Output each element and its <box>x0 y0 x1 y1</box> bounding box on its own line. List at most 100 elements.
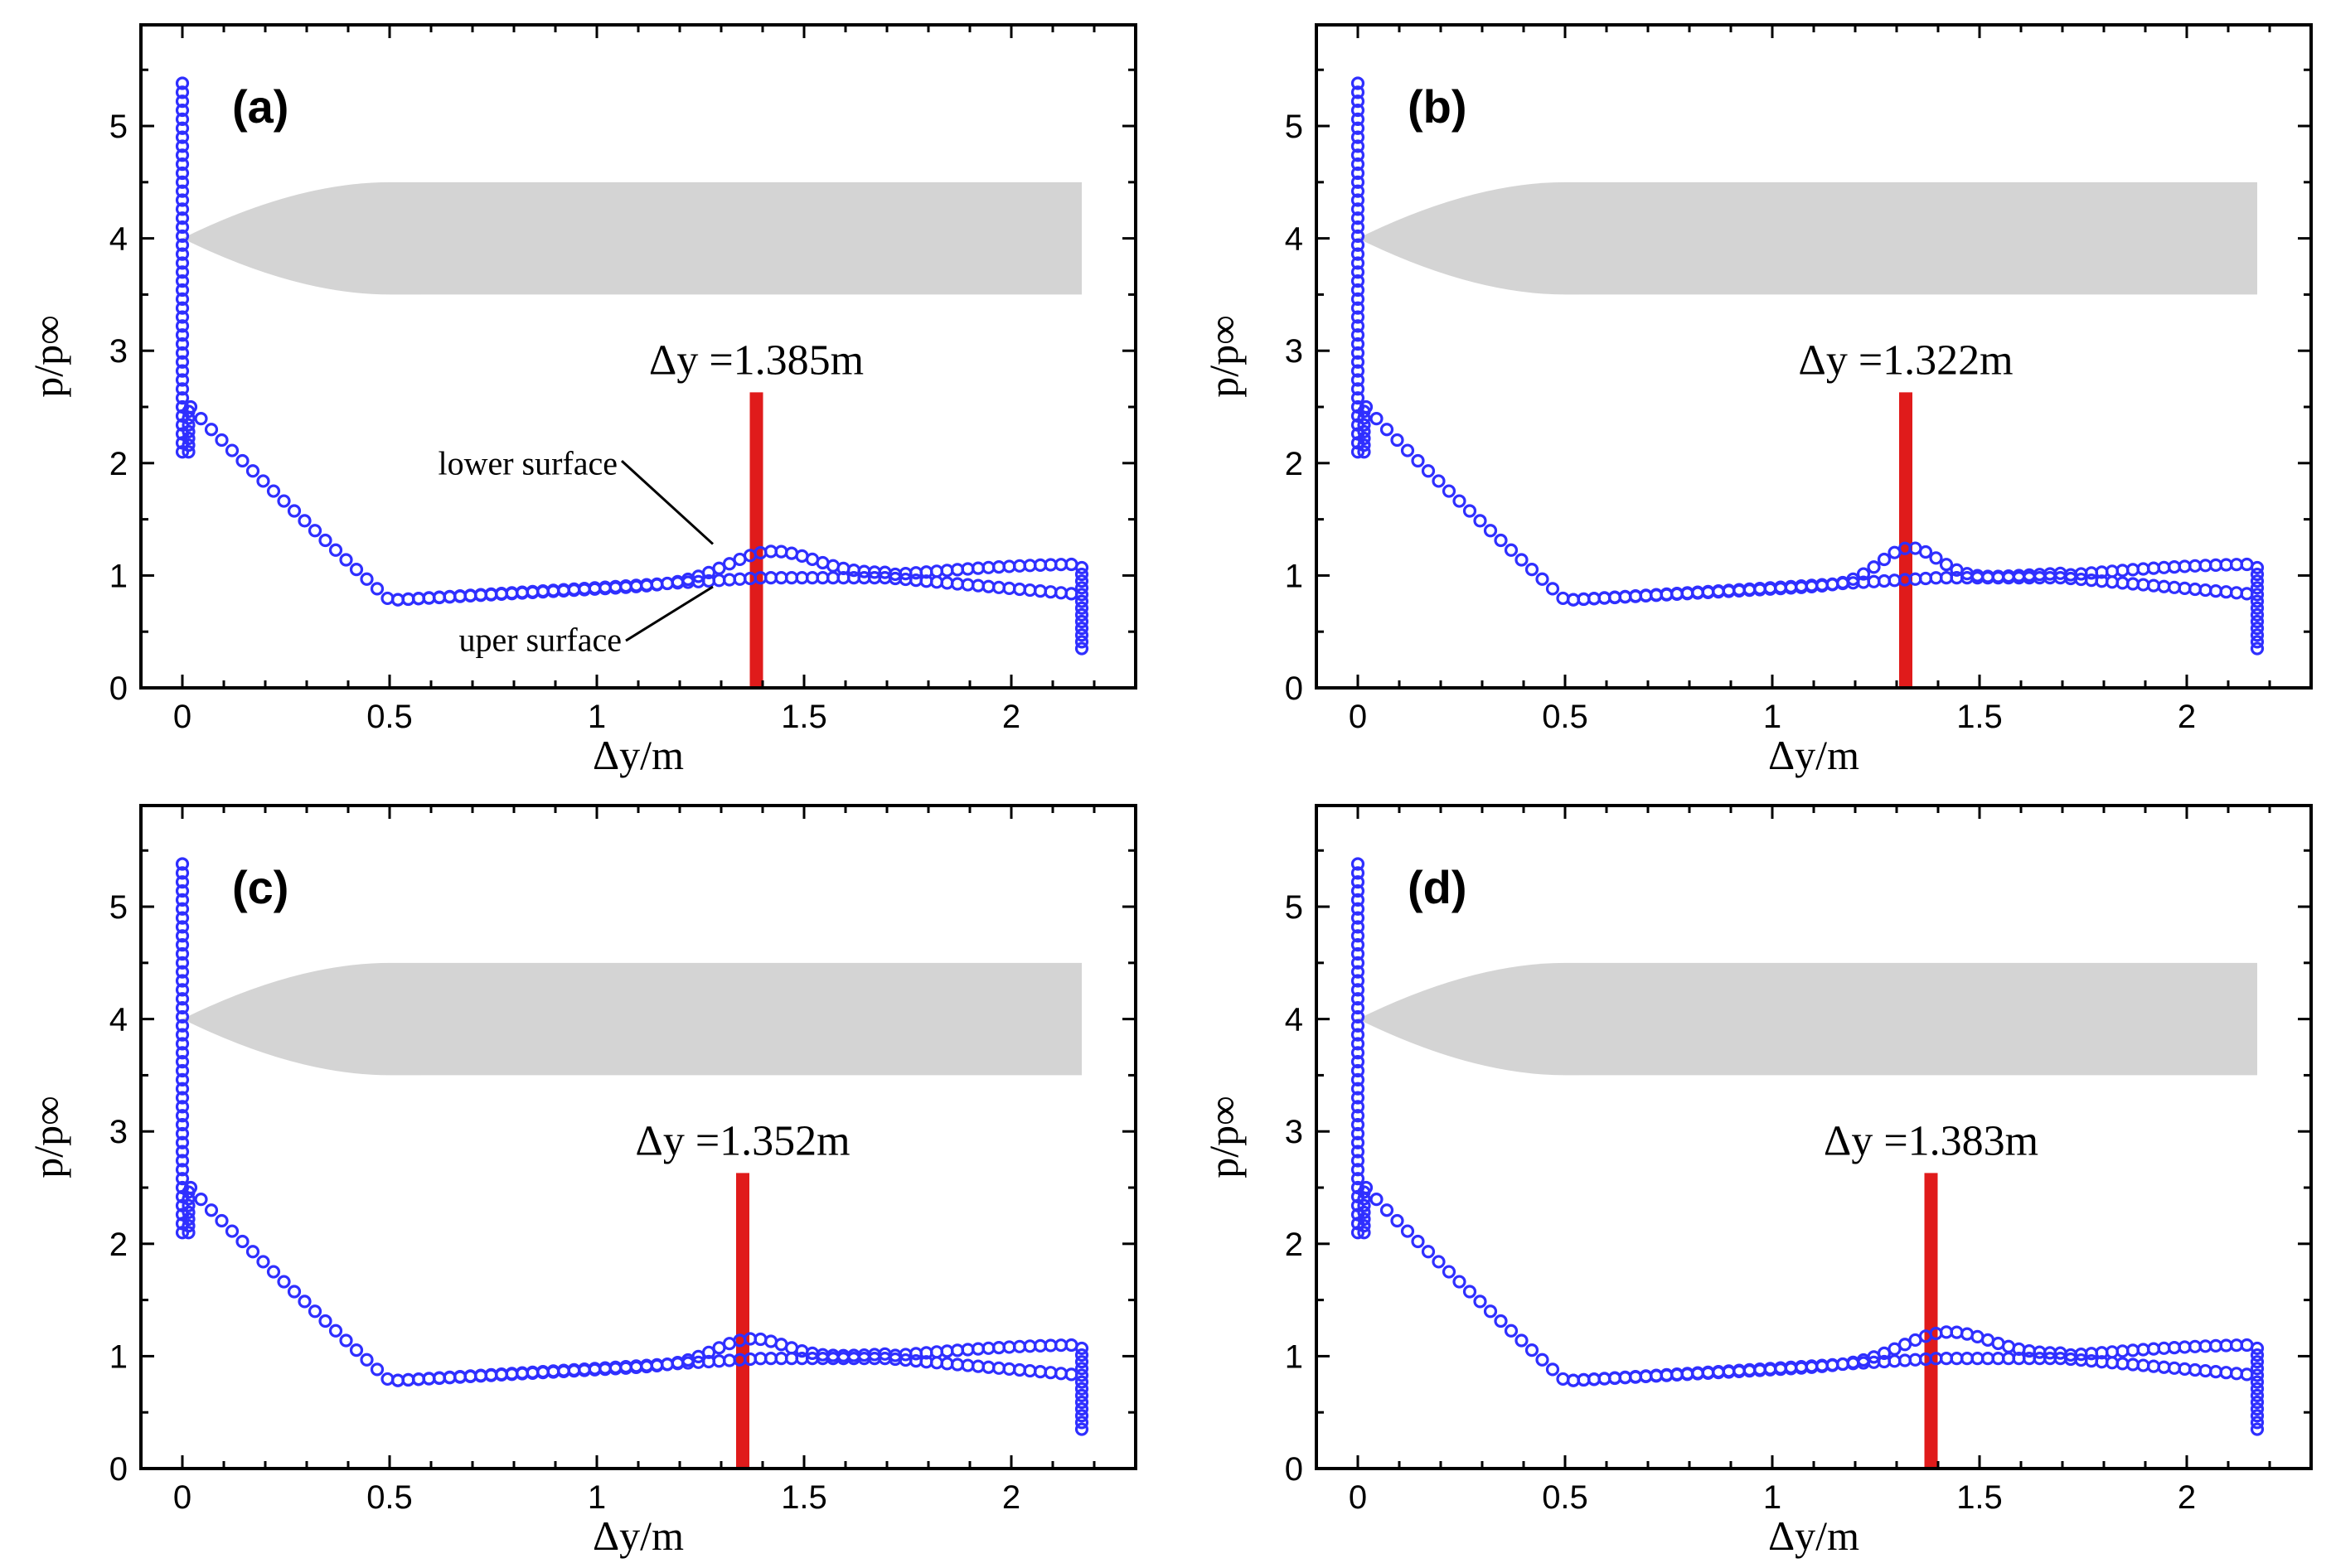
panel-label: (a) <box>232 80 288 133</box>
data-point <box>318 533 332 548</box>
data-point <box>701 1345 716 1359</box>
data-point <box>1556 1372 1570 1387</box>
data-point <box>1074 614 1089 629</box>
data-point <box>1918 544 1933 559</box>
data-point <box>1357 445 1371 459</box>
data-point <box>175 902 190 916</box>
body-silhouette <box>182 962 1082 1076</box>
data-point <box>1350 1154 1365 1168</box>
data-point <box>2250 574 2265 588</box>
x-tick-label: 2 <box>1002 699 1020 735</box>
data-point <box>1350 893 1365 907</box>
data-point <box>1867 560 1881 574</box>
data-point <box>175 1117 190 1132</box>
y-tick-label: 5 <box>1285 109 1303 145</box>
data-point <box>1473 514 1487 528</box>
data-point <box>1350 256 1365 270</box>
data-point <box>175 346 190 361</box>
data-point <box>175 946 190 961</box>
data-point <box>1504 543 1519 557</box>
data-point <box>182 438 196 452</box>
data-point <box>1350 1028 1365 1042</box>
data-point <box>175 76 190 90</box>
data-point <box>1535 1353 1549 1367</box>
data-point <box>183 1180 198 1195</box>
data-point <box>1074 628 1089 642</box>
data-point <box>245 464 260 478</box>
data-point <box>1350 336 1365 351</box>
data-point <box>380 591 395 606</box>
x-tick-label: 1.5 <box>1956 699 2003 735</box>
data-point <box>1357 1219 1371 1233</box>
data-point <box>175 319 190 333</box>
data-point <box>175 238 190 252</box>
data-point <box>1483 1304 1498 1319</box>
data-point <box>175 166 190 181</box>
y-tick-label: 5 <box>1285 889 1303 926</box>
data-point <box>1350 166 1365 181</box>
data-point <box>1350 301 1365 315</box>
data-point <box>1856 567 1871 581</box>
data-point <box>175 274 190 288</box>
data-point <box>1074 1402 1089 1416</box>
data-point <box>175 175 190 189</box>
data-point <box>175 247 190 261</box>
marker-label: Δy =1.385m <box>649 336 864 384</box>
data-point <box>1452 494 1466 508</box>
x-tick-label: 0.5 <box>366 699 413 735</box>
data-point <box>1074 588 1089 602</box>
panel-label: (c) <box>232 861 288 913</box>
data-point <box>182 1198 196 1212</box>
data-point <box>175 112 190 126</box>
data-point <box>1350 902 1365 916</box>
data-point <box>1074 560 1089 575</box>
data-point <box>2250 614 2265 629</box>
data-point <box>175 1145 190 1159</box>
chart-panel-3: Δy =1.352m 0 0.5 1 1.5 2 0 1 2 3 4 5 Δy/m p/p∞ (c) <box>25 804 1137 1559</box>
data-point <box>1350 1055 1365 1069</box>
x-tick-label: 2 <box>2178 699 2196 735</box>
data-point <box>175 220 190 235</box>
data-point <box>235 1234 250 1249</box>
data-point <box>1350 76 1365 90</box>
data-point <box>1432 474 1446 488</box>
y-tick-label: 1 <box>109 558 128 594</box>
data-point <box>1350 1037 1365 1051</box>
marker-label: Δy =1.322m <box>1798 336 2013 384</box>
data-point <box>1357 1198 1371 1212</box>
data-point <box>1350 310 1365 324</box>
x-tick-label: 2 <box>1002 1479 1020 1516</box>
data-point <box>1442 1265 1456 1279</box>
data-point <box>175 328 190 342</box>
data-point <box>1074 574 1089 588</box>
chart-panel-1: Δy =1.385m 0 0.5 1 1.5 2 0 1 2 3 4 5 Δy/m p/p∞ (a) lowe… <box>25 23 1137 778</box>
data-point <box>1359 399 1374 414</box>
data-point <box>2250 588 2265 602</box>
data-point <box>1350 130 1365 144</box>
position-marker <box>736 1173 749 1469</box>
y-tick-label: 4 <box>1285 1002 1303 1038</box>
data-point <box>287 1285 302 1299</box>
data-point <box>1350 965 1365 979</box>
data-point <box>175 1154 190 1168</box>
data-point <box>360 572 374 586</box>
data-point <box>1350 274 1365 288</box>
y-axis-label: p/p∞ <box>25 1096 71 1178</box>
data-point <box>1350 364 1365 378</box>
data-point <box>1350 1000 1365 1015</box>
data-point <box>1357 424 1371 438</box>
chart-panel-4: Δy =1.383m 0 0.5 1 1.5 2 0 1 2 3 4 5 Δy/m p/p∞ (d) <box>1200 804 2313 1559</box>
data-point <box>2250 581 2265 595</box>
data-point <box>1411 1234 1425 1249</box>
data-point <box>175 1172 190 1186</box>
x-tick-label: 0.5 <box>1542 699 1588 735</box>
data-point <box>175 1126 190 1141</box>
data-point <box>1357 1205 1371 1219</box>
data-point <box>175 148 190 162</box>
data-point <box>1350 211 1365 225</box>
data-point <box>1473 1295 1487 1309</box>
position-marker <box>749 392 763 688</box>
data-point <box>1350 193 1365 207</box>
data-point <box>175 121 190 135</box>
data-point <box>1350 1046 1365 1060</box>
